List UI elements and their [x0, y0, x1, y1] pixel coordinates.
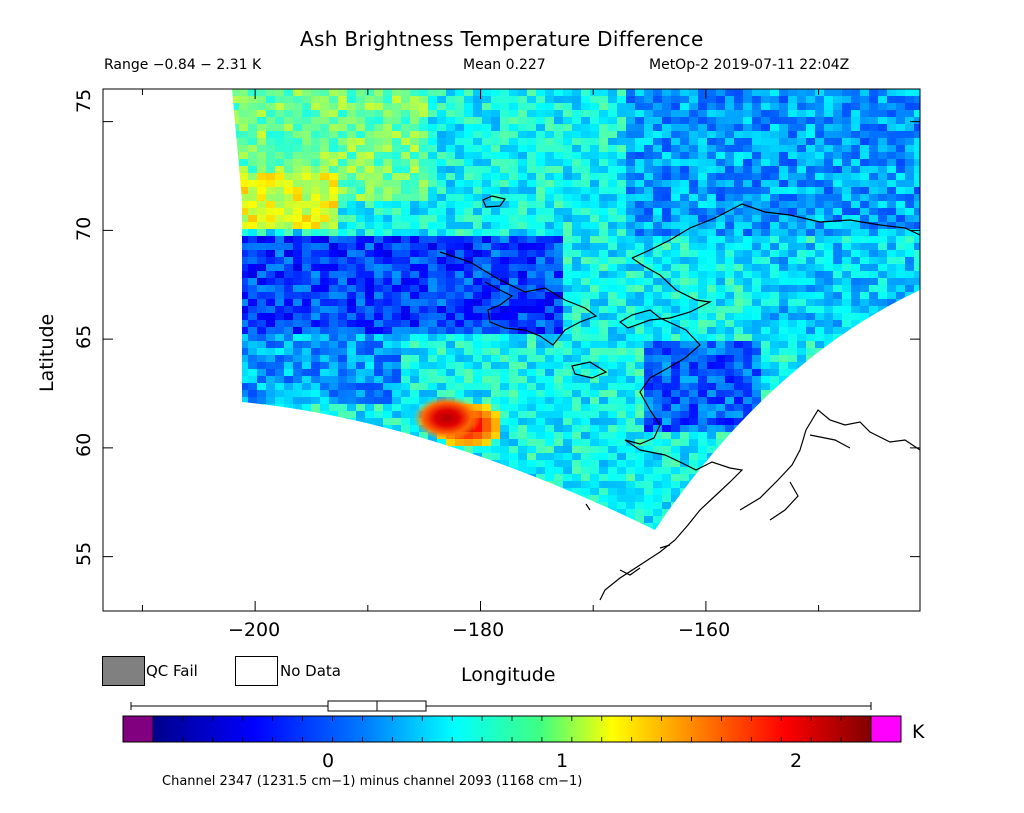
- x-tick-160: −160: [678, 619, 731, 641]
- tick-marks: [103, 89, 920, 611]
- data-swath: [232, 89, 920, 530]
- coastline-siberia: [439, 251, 598, 346]
- colorbar-tick-1: 1: [556, 750, 569, 772]
- coastline-islands: [585, 503, 671, 576]
- mean-text: Mean 0.227: [463, 57, 546, 73]
- x-tick-180: −180: [452, 619, 505, 641]
- no-data-label: No Data: [280, 662, 341, 680]
- colorbar-tick-0: 0: [322, 750, 335, 772]
- x-tick-200: −200: [228, 619, 281, 641]
- qc-fail-label: QC Fail: [146, 662, 198, 680]
- channel-caption: Channel 2347 (1231.5 cm−1) minus channel…: [162, 774, 583, 789]
- y-axis-label: Latitude: [36, 313, 58, 392]
- sensor-time-text: MetOp-2 2019-07-11 22:04Z: [649, 57, 850, 73]
- range-text: Range −0.84 − 2.31 K: [104, 57, 262, 73]
- x-axis-label: Longitude: [461, 664, 556, 686]
- coastline-south-alaska: [739, 409, 920, 521]
- coastline-chukotka: [482, 195, 507, 208]
- ash-hotspot: [413, 396, 481, 440]
- colorbar-unit: K: [912, 721, 925, 743]
- plot-frame: [102, 88, 921, 612]
- no-data-swatch: [235, 656, 278, 686]
- coastline-st-lawrence: [571, 361, 608, 379]
- chart-title: Ash Brightness Temperature Difference: [300, 27, 704, 51]
- qc-fail-swatch: [102, 656, 145, 686]
- colorbar-tick-2: 2: [790, 750, 803, 772]
- coastline-alaska: [599, 203, 920, 601]
- coastlines: [439, 195, 920, 601]
